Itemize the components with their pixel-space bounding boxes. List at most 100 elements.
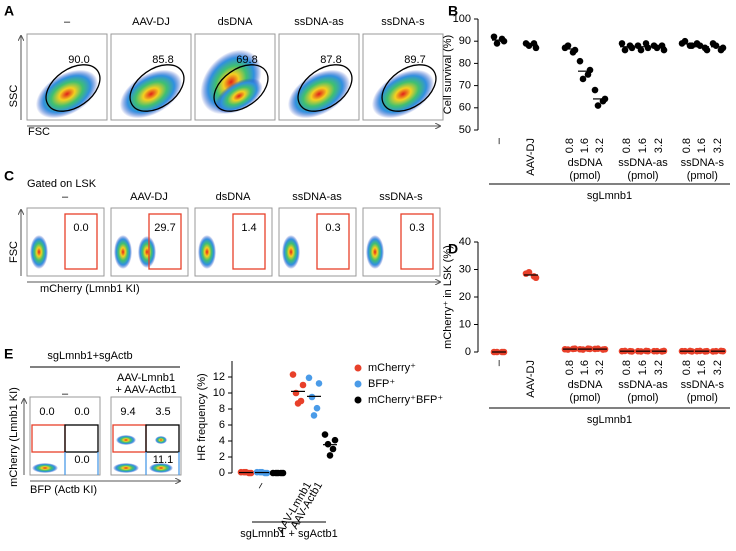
x-tick-label: 1.6 (696, 360, 708, 375)
panel-letter: A (4, 3, 14, 19)
axis-label: mCherry (Lmnb1 KI) (40, 283, 140, 295)
group-label: (pmol) (569, 170, 600, 182)
point (305, 374, 313, 382)
sample-label: – (62, 388, 69, 400)
sample-label: ssDNA-as (292, 191, 342, 203)
flow-plot (26, 33, 108, 121)
density (198, 235, 216, 269)
gate (31, 424, 66, 453)
sample-label: ssDNA-s (381, 16, 425, 28)
point (326, 452, 334, 459)
y-tick-label: 0 (465, 346, 471, 358)
density (282, 235, 300, 269)
point (591, 86, 599, 94)
x-tick-label: 3.2 (653, 360, 665, 375)
gate-value: 85.8 (152, 54, 173, 66)
x-tick-label: 0.8 (564, 360, 576, 375)
panel-letter: D (448, 241, 458, 257)
point (642, 40, 650, 47)
y-tick-label: 80 (459, 57, 471, 69)
x-tick-label: 1.6 (696, 138, 708, 153)
gate-value: 0.3 (325, 222, 340, 234)
sample-label: AAV-DJ (130, 191, 168, 203)
axis-label: SSC (8, 85, 20, 108)
density (366, 235, 384, 269)
bracket-label: sgLmnb1 (587, 414, 632, 426)
legend-marker (354, 396, 362, 404)
density (114, 235, 132, 269)
point (292, 389, 300, 397)
gate (129, 64, 185, 112)
x-tick-label: AAV-DJ (525, 138, 537, 176)
point (701, 44, 709, 52)
x-tick-label: 0.8 (621, 360, 633, 375)
group-label: (pmol) (627, 392, 658, 404)
density (30, 235, 48, 269)
legend-label: mCherry⁺BFP⁺ (368, 394, 443, 406)
panel-letter: C (4, 168, 14, 184)
legend-label: mCherry⁺ (368, 362, 416, 374)
point (584, 71, 592, 78)
gate (400, 213, 434, 270)
axis-label: mCherry (Lmnb1 KI) (8, 387, 20, 487)
point (530, 273, 538, 280)
group-label: dsDNA (568, 379, 604, 391)
sample-label: ssDNA-as (294, 16, 344, 28)
point (310, 412, 318, 419)
quadrant-value: 0.0 (39, 406, 54, 418)
quadrant-value: 3.5 (155, 406, 170, 418)
y-tick-label: 4 (219, 435, 225, 447)
point (331, 436, 339, 444)
gate (297, 64, 353, 112)
point (321, 431, 329, 438)
x-tick-label: 1.6 (637, 138, 649, 153)
point (289, 371, 297, 378)
x-tick-label: 0.8 (564, 138, 576, 153)
axis-label: FSC (8, 241, 20, 263)
group-label: (pmol) (627, 170, 658, 182)
point (313, 404, 321, 412)
x-tick-label: – (254, 479, 268, 491)
y-tick-label: 2 (219, 451, 225, 463)
x-tick-label: 0.8 (681, 360, 693, 375)
gate (148, 213, 182, 270)
point (576, 57, 584, 65)
point (564, 42, 572, 49)
group-label: ssDNA-as (618, 379, 668, 391)
group-label: (pmol) (687, 170, 718, 182)
y-tick-label: 50 (459, 124, 471, 136)
gate (232, 213, 266, 270)
group-label: ssDNA-as (618, 157, 668, 169)
point (498, 35, 506, 43)
x-tick-label: 1.6 (579, 360, 591, 375)
sample-label: AAV-Lmnb1 (117, 372, 175, 384)
group-label: (pmol) (569, 392, 600, 404)
gate (45, 64, 101, 112)
gate-value: 87.8 (320, 54, 341, 66)
y-tick-label: 30 (459, 263, 471, 275)
sample-label: dsDNA (218, 16, 254, 28)
point (569, 49, 577, 56)
y-tick-label: 10 (213, 387, 225, 399)
flow-plot (110, 207, 189, 277)
gate-note: Gated on LSK (27, 178, 97, 190)
legend-marker (354, 380, 362, 388)
gate-value: 0.0 (73, 222, 88, 234)
y-tick-label: 12 (213, 371, 225, 383)
point (626, 42, 634, 49)
legend-label: BFP⁺ (368, 378, 395, 390)
y-tick-label: 100 (453, 13, 471, 25)
point (681, 37, 689, 45)
y-tick-label: 20 (459, 291, 471, 303)
panel-letter: B (448, 3, 458, 19)
gate-value: 69.8 (236, 54, 257, 66)
flow-plot (194, 207, 273, 277)
sample-label: – (64, 16, 71, 28)
point (621, 46, 629, 54)
quadrant-value: 11.1 (153, 454, 174, 466)
group-label: ssDNA-s (681, 157, 725, 169)
y-tick-label: 10 (459, 318, 471, 330)
sample-label: AAV-DJ (132, 16, 170, 28)
gate-value: 29.7 (154, 222, 175, 234)
gate (381, 64, 437, 112)
